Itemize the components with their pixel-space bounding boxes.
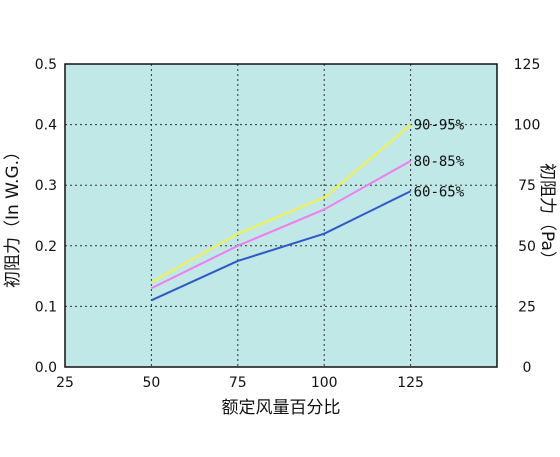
- y-left-tick-label: 0.0: [35, 360, 57, 376]
- y-left-tick-label: 0.5: [35, 57, 57, 73]
- x-axis-title: 额定风量百分比: [222, 398, 341, 418]
- y-right-axis-title: 初阻力（Pa）: [537, 163, 557, 268]
- y-right-tick-label: 0: [523, 360, 532, 376]
- y-left-tick-label: 0.1: [35, 299, 57, 315]
- series-line-80-85%: [150, 160, 412, 290]
- y-right-tick-label: 100: [514, 118, 541, 134]
- series-group: 90-95% 80-85% 60-65%: [150, 118, 465, 302]
- y-right-tick-label: 125: [514, 57, 541, 73]
- y-left-tick-label: 0.3: [35, 178, 57, 194]
- series-label: 90-95%: [414, 118, 465, 134]
- series-label: 80-85%: [414, 154, 465, 170]
- x-tick-label: 25: [56, 375, 74, 391]
- plot-frame: [64, 63, 498, 368]
- y-left-tick-labels: 0.0 0.1 0.2 0.3 0.4 0.5: [35, 57, 57, 376]
- x-tick-label: 100: [311, 375, 338, 391]
- series-line-90-95%: [150, 123, 412, 284]
- x-tick-label: 75: [229, 375, 247, 391]
- y-right-tick-labels: 0 25 50 75 100 125: [514, 57, 541, 376]
- x-tick-label: 125: [397, 375, 424, 391]
- x-tick-labels: 25 50 75 100 125: [56, 375, 424, 391]
- y-right-tick-label: 50: [518, 239, 536, 255]
- x-tick-label: 50: [142, 375, 160, 391]
- y-right-tick-label: 75: [518, 178, 536, 194]
- grid: [65, 64, 497, 367]
- series-label: 60-65%: [414, 184, 465, 200]
- y-left-tick-label: 0.2: [35, 239, 57, 255]
- series-line-60-65%: [150, 190, 412, 302]
- y-right-tick-label: 25: [518, 299, 536, 315]
- y-left-tick-label: 0.4: [35, 118, 57, 134]
- y-left-axis-title: 初阻力（In W.G.）: [3, 143, 23, 288]
